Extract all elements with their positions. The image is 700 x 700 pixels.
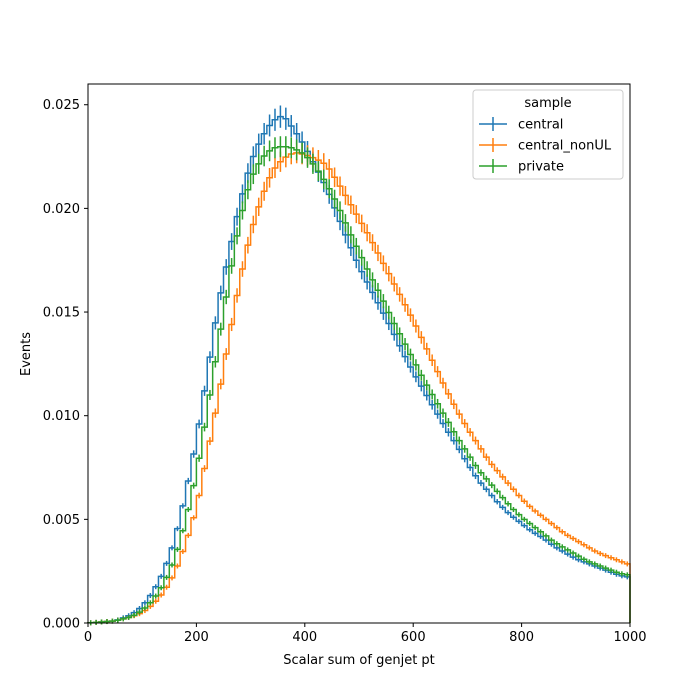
legend-entry: central	[479, 117, 563, 133]
x-tick-label: 1000	[613, 630, 646, 645]
x-axis: 0 200 400 600 800 1000	[84, 623, 647, 645]
histogram-step-line	[87, 145, 631, 624]
x-tick-label: 200	[184, 630, 209, 645]
legend-entry: private	[479, 159, 564, 175]
y-axis: 0.000 0.005 0.010 0.015 0.020 0.025	[43, 98, 88, 632]
legend-entry: central_nonUL	[479, 138, 612, 154]
y-tick-label: 0.000	[43, 617, 80, 632]
series-layer	[87, 105, 631, 626]
y-tick-label: 0.025	[43, 98, 80, 113]
series-central	[87, 105, 631, 626]
legend-box	[472, 89, 624, 180]
histogram-step-line	[87, 115, 631, 624]
series-private	[87, 136, 631, 626]
x-tick-label: 800	[509, 630, 534, 645]
legend-label: private	[518, 160, 564, 175]
legend-title: sample	[524, 96, 571, 111]
x-tick-label: 600	[401, 630, 426, 645]
y-axis-label: Events	[19, 332, 34, 376]
x-axis-label: Scalar sum of genjet pt	[283, 653, 435, 668]
y-tick-label: 0.010	[43, 409, 80, 424]
y-tick-label: 0.005	[43, 513, 80, 528]
y-tick-label: 0.020	[43, 202, 80, 217]
x-tick-label: 400	[292, 630, 317, 645]
legend-label: central_nonUL	[518, 139, 612, 154]
y-tick-label: 0.015	[43, 306, 80, 321]
plot-frame	[87, 83, 631, 624]
legend-label: central	[518, 118, 563, 133]
x-tick-label: 0	[84, 630, 92, 645]
